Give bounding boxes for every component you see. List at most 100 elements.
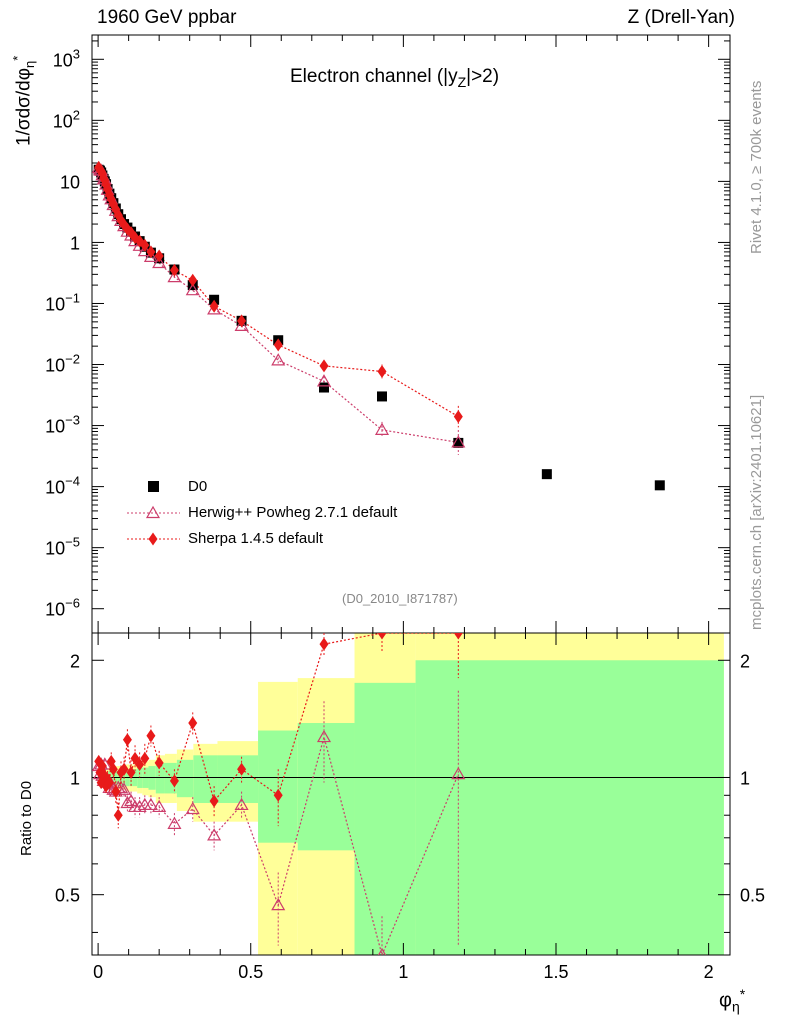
sherpa-ratio-point: [188, 716, 198, 730]
chart-title: Electron channel (|yZ|>2): [290, 66, 499, 90]
y-tick-base: 10: [45, 600, 65, 620]
data-point-sherpa: [273, 338, 283, 352]
ratio-band-green: [155, 762, 165, 794]
header-right: Z (Drell-Yan): [627, 7, 735, 28]
herwig-ratio-point: [117, 782, 132, 795]
herwig-ratio-point: [207, 828, 222, 841]
data-point-d0: [319, 382, 329, 393]
x-axis-label: φη*: [719, 986, 745, 1015]
y-tick-exponent: −3: [65, 413, 80, 428]
xlabel-sup: *: [739, 986, 746, 1002]
sherpa-ratio-point: [377, 633, 387, 640]
x-tick-label: 1: [398, 962, 408, 982]
ratio-y-label: Ratio to D0: [18, 780, 35, 856]
legend-label-d0: D0: [188, 478, 208, 495]
y-tick-base: 10: [53, 111, 73, 131]
legend-marker-d0: [148, 481, 159, 492]
y-tick-label: 10−1: [45, 290, 80, 314]
sherpa-ratio-point: [126, 765, 136, 779]
y-tick-exponent: 3: [73, 46, 80, 61]
data-point-herwig: [152, 255, 167, 269]
data-point-sherpa: [453, 410, 463, 424]
ratio-tick-label-left: 0.5: [55, 886, 80, 906]
sherpa-ratio-point: [154, 756, 164, 770]
xlabel-sub: η: [731, 998, 740, 1015]
y-tick-base: 10: [60, 172, 80, 192]
sherpa-ratio-point: [209, 794, 219, 808]
title-pre: Electron channel (|y: [290, 66, 458, 87]
y-tick-label: 10: [60, 172, 80, 192]
y-tick-label: 102: [53, 107, 80, 131]
sherpa-ratio-point: [169, 774, 179, 788]
y-tick-label: 10−2: [45, 352, 80, 376]
ratio-band-green: [176, 759, 194, 798]
y-tick-label: 10−4: [45, 474, 80, 498]
sherpa-line: [98, 167, 459, 418]
y-tick-label: 1: [70, 233, 80, 253]
title-sub: Z: [457, 73, 467, 90]
x-tick-label: 2: [704, 962, 714, 982]
legend-marker-sherpa: [148, 532, 158, 546]
sherpa-ratio-point: [119, 762, 129, 776]
y-tick-exponent: −4: [65, 474, 80, 489]
sherpa-ratio-point: [111, 785, 121, 799]
data-point-sherpa: [377, 364, 387, 378]
ratio-bands: [98, 633, 724, 955]
data-point-sherpa: [188, 273, 198, 287]
y-tick-exponent: −1: [65, 290, 80, 305]
sherpa-ratio-point: [113, 808, 123, 822]
x-tick-label: 0.5: [238, 962, 263, 982]
ratio-series: [92, 633, 466, 955]
ylabel-sup: *: [10, 55, 25, 61]
data-point-herwig: [451, 435, 466, 448]
ratio-band-green: [498, 660, 724, 955]
herwig-ratio-point: [120, 795, 135, 809]
sherpa-ratio-point: [104, 776, 114, 790]
y-tick-exponent: −2: [65, 352, 80, 367]
header-left: 1960 GeV ppbar: [97, 7, 237, 28]
y-tick-exponent: 2: [73, 107, 80, 122]
y-tick-base: 10: [45, 478, 65, 498]
herwig-ratio-point: [167, 816, 182, 829]
y-tick-base: 10: [45, 539, 65, 559]
y-tick-base: 10: [45, 356, 65, 376]
ratio-tick-label-right: 1: [740, 768, 750, 788]
data-point-herwig: [207, 302, 222, 315]
y-tick-label: 10−5: [45, 535, 80, 559]
ratio-band-green: [217, 755, 259, 803]
data-point-d0: [453, 437, 464, 448]
data-point-herwig: [271, 353, 286, 366]
y-axis-label: 1/σdσ/dφη*: [10, 56, 37, 146]
data-point-herwig: [143, 249, 158, 262]
data-point-herwig: [316, 374, 332, 387]
herwig-ratio-point: [143, 797, 158, 811]
herwig-ratio-point: [377, 947, 387, 955]
sherpa-ratio-point: [135, 757, 145, 771]
x-tick-label: 1.5: [543, 962, 568, 982]
sherpa-ratio-point: [122, 733, 132, 747]
ratio-tick-label-right: 2: [740, 651, 750, 671]
herwig-ratio-point: [132, 799, 147, 813]
herwig-ratio-point: [316, 729, 332, 743]
data-point-sherpa: [154, 249, 164, 263]
data-point-herwig: [234, 318, 249, 331]
y-tick-base: 1: [70, 233, 80, 253]
herwig-ratio-point: [234, 797, 249, 811]
y-tick-label: 103: [53, 46, 80, 70]
data-point-d0: [541, 469, 552, 480]
legend-label-sherpa: Sherpa 1.4.5 default: [188, 530, 324, 547]
mcplots-label: mcplots.cern.ch [arXiv:2401.10621]: [748, 394, 765, 630]
y-tick-base: 10: [45, 417, 65, 437]
data-point-sherpa: [237, 314, 247, 328]
herwig-ratio-point: [124, 793, 139, 807]
ylabel-sub: η: [22, 60, 38, 68]
sherpa-ratio-point: [453, 633, 463, 640]
data-point-sherpa: [146, 245, 156, 259]
y-tick-label: 10−3: [45, 413, 80, 437]
rivet-label: Rivet 4.1.0, ≥ 700k events: [748, 80, 765, 254]
ratio-band-green: [415, 660, 498, 955]
ratio-tick-label-right: 0.5: [740, 886, 765, 906]
legend-label-herwig: Herwig++ Powheg 2.7.1 default: [188, 504, 398, 521]
sherpa-ratio-point: [140, 751, 150, 765]
ratio-tick-label-left: 2: [70, 651, 80, 671]
